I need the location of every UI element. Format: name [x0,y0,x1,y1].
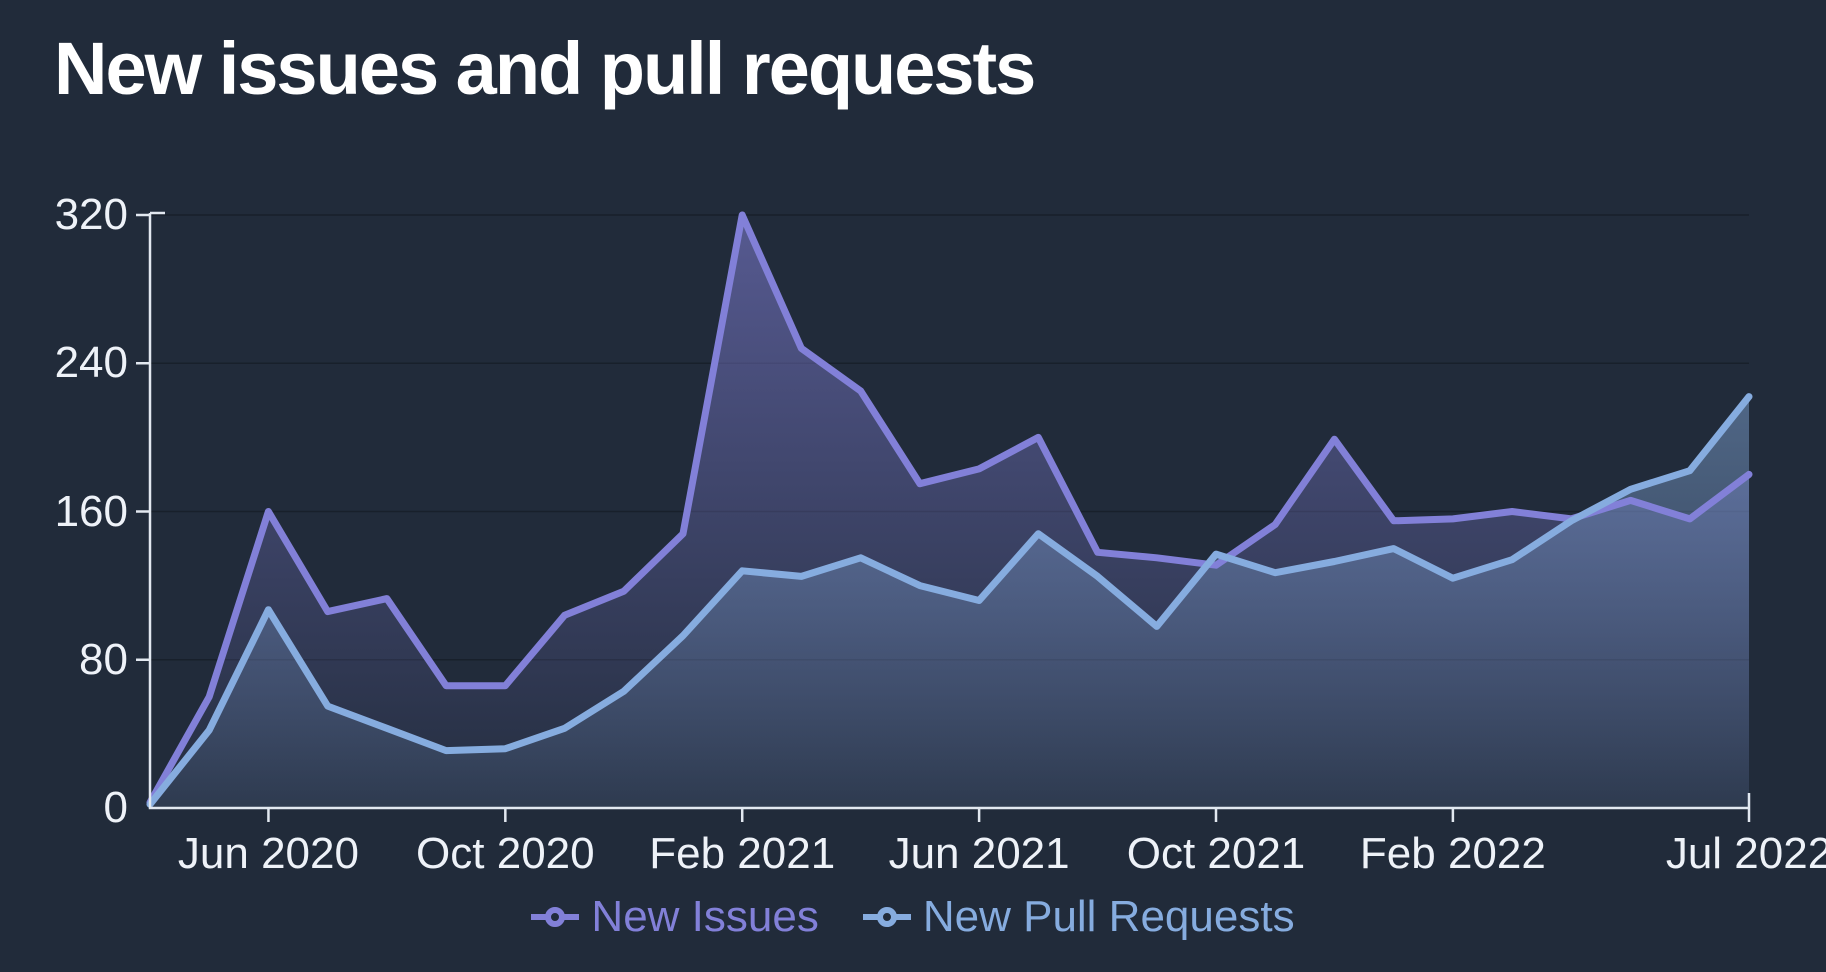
issues-legend-marker-icon [531,907,580,927]
pull_requests-area [150,396,1749,808]
chart-legend: New Issues New Pull Requests [0,893,1826,941]
legend-item-issues[interactable]: New Issues [531,892,819,941]
legend-label-issues: New Issues [591,892,819,941]
axis-ticks [136,211,1751,822]
legend-item-pull_requests[interactable]: New Pull Requests [862,892,1295,941]
pull_requests-legend-marker-icon [862,907,911,927]
pull_requests-line [146,393,1753,808]
page-title: New issues and pull requests [54,27,1036,110]
legend-label-pull_requests: New Pull Requests [922,892,1295,941]
issues-line [146,211,1753,806]
